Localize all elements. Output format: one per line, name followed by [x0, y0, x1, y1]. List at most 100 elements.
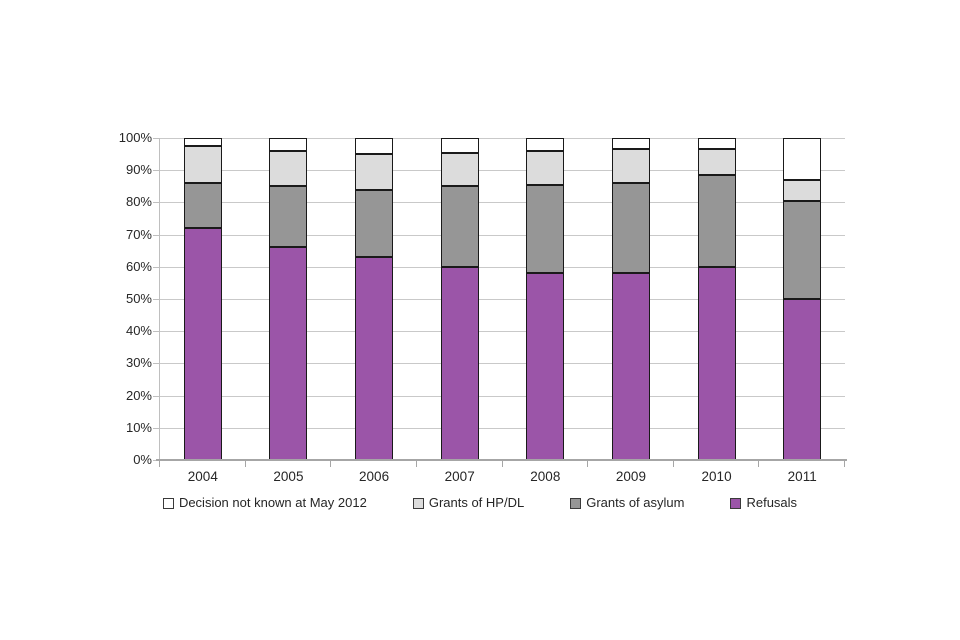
category-slot-2009: [588, 138, 674, 460]
gridline: [160, 395, 845, 397]
segment-decision-not-known-at-may-2012-2005: [269, 138, 308, 151]
y-axis-tick-label: 100%: [118, 130, 152, 145]
legend-swatch-refusals: [730, 497, 742, 509]
segment-refusals-2005: [269, 247, 308, 460]
legend-item-grants-of-asylum: Grants of asylum: [570, 495, 684, 511]
segment-grants-of-hp-dl-2009: [611, 149, 650, 184]
category-slot-2005: [246, 138, 332, 460]
legend-label-refusals: Refusals: [746, 495, 798, 510]
x-axis-tick: [758, 461, 760, 467]
legend-label-grants-of-hp-dl: Grants of HP/DL: [428, 495, 525, 510]
y-axis-tick: [153, 170, 160, 172]
segment-grants-of-hp-dl-2008: [526, 150, 565, 185]
bar-2010: [697, 138, 736, 460]
segment-grants-of-asylum-2008: [526, 184, 565, 274]
y-axis-tick-label: 90%: [125, 162, 152, 178]
segment-refusals-2010: [697, 266, 736, 460]
gridline: [160, 266, 845, 268]
y-axis-tick-label: 10%: [125, 419, 152, 435]
y-axis-tick: [153, 299, 160, 300]
x-axis-label-2009: 2009: [615, 469, 646, 484]
bar-2007: [440, 138, 479, 460]
x-axis-label-2004: 2004: [187, 469, 218, 484]
category-slot-2007: [417, 138, 503, 460]
category-slot-2006: [331, 138, 417, 460]
legend: Decision not known at May 2012 Grants of …: [0, 495, 960, 511]
y-axis-tick-label: 0%: [133, 452, 152, 467]
y-axis-tick: [153, 363, 160, 365]
legend-swatch-decision-not-known-at-may-2012: [162, 497, 174, 509]
x-axis-label-2006: 2006: [359, 469, 390, 484]
gridline: [160, 427, 845, 429]
category-slot-2004: [160, 138, 246, 460]
gridline: [160, 170, 845, 172]
bar-2005: [269, 138, 308, 460]
segment-grants-of-asylum-2009: [611, 183, 650, 274]
legend-swatch-grants-of-asylum: [570, 497, 582, 509]
y-axis-tick-label: 50%: [125, 291, 152, 306]
segment-decision-not-known-at-may-2012-2004: [183, 138, 222, 147]
bar-2009: [611, 138, 650, 460]
segment-grants-of-hp-dl-2006: [355, 154, 394, 190]
y-axis-tick-label: 30%: [125, 355, 152, 371]
segment-grants-of-asylum-2005: [269, 186, 308, 248]
gridline: [160, 202, 845, 204]
y-axis-tick-label: 80%: [125, 194, 152, 210]
x-axis-label-2007: 2007: [444, 469, 475, 484]
segment-decision-not-known-at-may-2012-2009: [611, 138, 650, 150]
x-axis-tick: [244, 461, 246, 467]
y-axis-tick: [153, 266, 160, 268]
segment-grants-of-hp-dl-2010: [697, 149, 736, 176]
segment-grants-of-asylum-2010: [697, 175, 736, 267]
segment-grants-of-asylum-2011: [783, 200, 822, 299]
x-axis-tick: [501, 461, 503, 467]
x-axis-tick: [844, 461, 845, 467]
category-slot-2011: [759, 138, 845, 460]
segment-decision-not-known-at-may-2012-2008: [526, 138, 565, 151]
segment-decision-not-known-at-may-2012-2011: [783, 138, 822, 180]
segment-refusals-2007: [440, 266, 479, 460]
gridline: [160, 234, 845, 236]
legend-item-refusals: Refusals: [730, 495, 797, 511]
plot-area: [153, 138, 847, 467]
x-axis-tick: [330, 461, 332, 467]
x-axis-label-2011: 2011: [787, 469, 817, 484]
y-axis-tick: [153, 138, 160, 139]
segment-grants-of-asylum-2004: [183, 183, 222, 229]
x-axis-label-2005: 2005: [273, 469, 304, 484]
x-axis-tick: [415, 461, 417, 467]
segment-refusals-2006: [355, 257, 394, 460]
segment-grants-of-hp-dl-2011: [783, 179, 822, 201]
gridline: [160, 331, 845, 333]
legend-label-grants-of-asylum: Grants of asylum: [586, 495, 685, 510]
segment-grants-of-hp-dl-2004: [183, 146, 222, 184]
segment-grants-of-hp-dl-2005: [269, 150, 308, 187]
y-axis-tick-label: 20%: [125, 387, 152, 403]
y-axis-tick-label: 40%: [125, 323, 152, 339]
x-axis-tick: [587, 461, 589, 467]
y-axis-tick: [153, 331, 160, 333]
y-axis-tick: [153, 234, 160, 236]
gridline: [160, 299, 845, 300]
y-axis-tick-label: 60%: [125, 258, 152, 274]
legend-swatch-grants-of-hp-dl: [412, 497, 424, 509]
y-axis-tick-label: 70%: [125, 226, 152, 242]
y-axis-tick: [153, 427, 160, 429]
bar-2004: [183, 138, 222, 460]
y-axis-tick: [153, 395, 160, 397]
segment-grants-of-asylum-2006: [355, 189, 394, 258]
gridline: [160, 138, 845, 139]
y-axis-tick: [153, 202, 160, 204]
segment-decision-not-known-at-may-2012-2006: [355, 138, 394, 155]
legend-label-decision-not-known-at-may-2012: Decision not known at May 2012: [178, 495, 367, 510]
segment-refusals-2004: [183, 228, 222, 460]
legend-item-decision-not-known-at-may-2012: Decision not known at May 2012: [162, 495, 367, 511]
x-axis: 2004 2005 2006 2007 2008 2009 2010 2011: [160, 469, 845, 487]
x-axis-line: [156, 459, 847, 461]
x-axis-tick: [672, 461, 674, 467]
category-slot-2008: [503, 138, 589, 460]
bar-2006: [355, 138, 394, 460]
segment-decision-not-known-at-may-2012-2010: [697, 138, 736, 150]
segment-decision-not-known-at-may-2012-2007: [440, 138, 479, 153]
bar-2008: [526, 138, 565, 460]
